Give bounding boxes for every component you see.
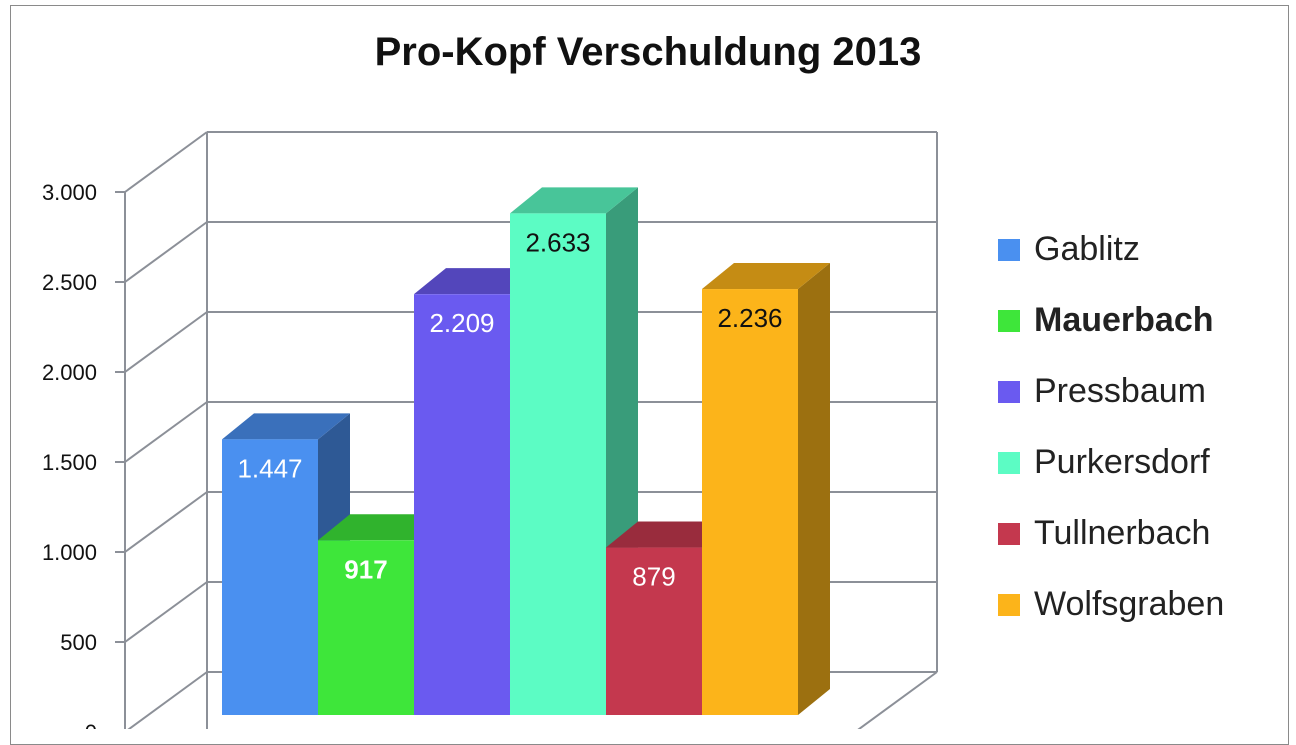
bar-front-face	[414, 294, 510, 715]
gridline-side	[124, 401, 208, 463]
floor-right-edge	[857, 671, 938, 729]
bar-top-face	[510, 187, 638, 214]
bar-side-face	[798, 263, 830, 715]
gridline-side	[124, 491, 208, 553]
y-tick-label: 500	[60, 630, 97, 655]
legend-label: Mauerbach	[1034, 301, 1214, 339]
gridline-side	[124, 581, 208, 643]
legend-swatch	[998, 522, 1020, 545]
bar-wolfsgraben	[702, 263, 830, 715]
bar-front-face	[702, 289, 798, 715]
bar-front-face	[510, 213, 606, 715]
legend-item-gablitz: Gablitz	[998, 230, 1140, 269]
legend-label: Gablitz	[1034, 230, 1140, 268]
legend-swatch	[998, 238, 1020, 261]
data-label-tullnerbach: 879	[632, 562, 675, 592]
bar-front-face	[222, 439, 318, 715]
legend-item-purkersdorf: Purkersdorf	[998, 443, 1210, 482]
legend-label: Tullnerbach	[1034, 514, 1211, 552]
y-tick-label: 0	[85, 720, 97, 729]
y-tick-label: 3.000	[42, 180, 97, 205]
y-tick-label: 2.000	[42, 360, 97, 385]
legend-swatch	[998, 309, 1020, 332]
data-label-pressbaum: 2.209	[429, 308, 494, 338]
bar-front-face	[318, 540, 414, 715]
bar-top-face	[702, 263, 830, 290]
legend-item-wolfsgraben: Wolfsgraben	[998, 585, 1224, 624]
bar-front-face	[606, 547, 702, 715]
legend-swatch	[998, 380, 1020, 403]
legend-item-pressbaum: Pressbaum	[998, 372, 1206, 411]
y-tick-label: 1.500	[42, 450, 97, 475]
data-label-purkersdorf: 2.633	[525, 227, 590, 257]
gridline-side	[124, 311, 208, 373]
chart-plot: 0 500 1.000 1.500 2.000 2.500 3.000 1.447 917 2.…	[42, 131, 938, 729]
data-label-wolfsgraben: 2.236	[717, 303, 782, 333]
chart-title: Pro-Kopf Verschuldung 2013	[374, 30, 922, 74]
data-label-mauerbach: 917	[344, 554, 387, 584]
y-tick-label: 1.000	[42, 540, 97, 565]
gridline-side	[127, 671, 208, 729]
legend-label: Wolfsgraben	[1034, 585, 1225, 623]
legend-label: Pressbaum	[1034, 372, 1206, 410]
legend-label: Purkersdorf	[1034, 443, 1210, 481]
legend-swatch	[998, 451, 1020, 474]
legend-item-mauerbach: Mauerbach	[998, 301, 1214, 340]
legend-item-tullnerbach: Tullnerbach	[998, 514, 1210, 553]
gridline-side	[124, 131, 208, 193]
legend-swatch	[998, 593, 1020, 616]
y-tick-label: 2.500	[42, 270, 97, 295]
bar-top-face	[222, 413, 350, 440]
data-label-gablitz: 1.447	[237, 453, 302, 483]
gridline-side	[124, 221, 208, 283]
